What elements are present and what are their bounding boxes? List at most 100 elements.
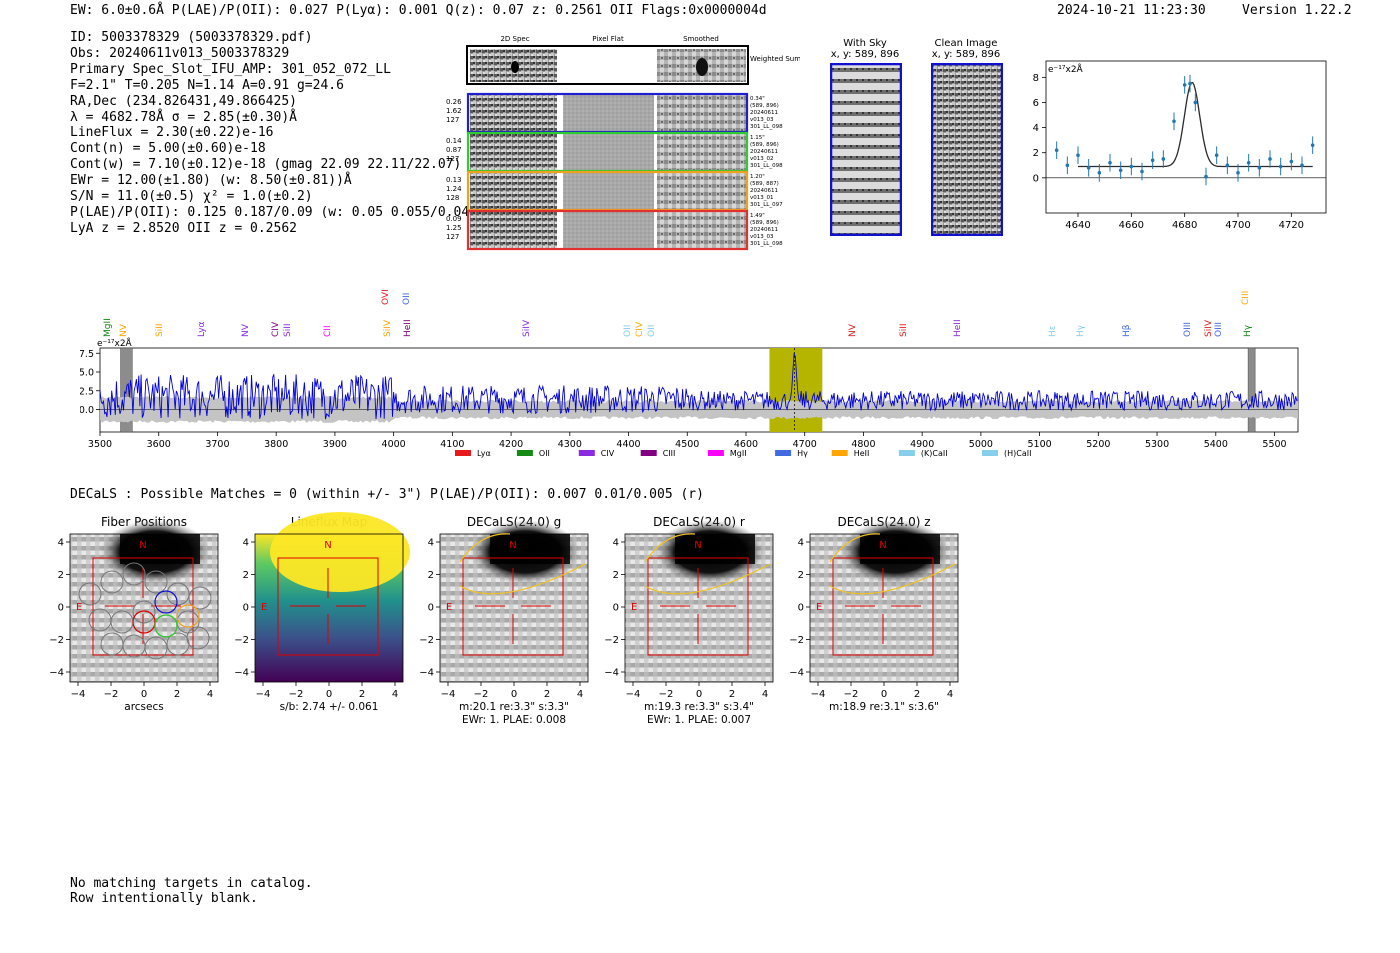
- cutout-meta: 20240611: [750, 149, 778, 155]
- thumb-y-tick-label: −2: [234, 635, 249, 646]
- info-plae: P(LAE)/P(OII): 0.125 0.187/0.09 (w: 0.05…: [70, 204, 485, 220]
- fit-data-point: [1086, 165, 1091, 170]
- cutout-pixelflat: [563, 211, 654, 249]
- cutout-stat: 0.13: [446, 176, 462, 184]
- thumb-x-tick-label: −2: [289, 689, 304, 700]
- cutout-meta: 0.34": [750, 96, 765, 102]
- thumb-x-tick-label: 4: [762, 689, 768, 700]
- compass-east: E: [446, 602, 452, 613]
- fit-data-point: [1246, 160, 1251, 165]
- compass-east: E: [631, 602, 637, 613]
- thumb-x-tick-label: −4: [811, 689, 826, 700]
- fiber-circle: [166, 582, 190, 606]
- info-sn: S/N = 11.0(±0.5) χ² = 1.0(±0.2): [70, 189, 313, 205]
- thumb-x-tick-label: 2: [544, 689, 550, 700]
- compass-east: E: [261, 602, 267, 613]
- cutout-frame: [466, 209, 749, 251]
- fit-y-tick-label: 2: [1033, 148, 1039, 159]
- line-fit-chart: e⁻¹⁷x2Å 4640 4660 4680 4700 4720 0 2 4 6 8: [1033, 60, 1327, 231]
- spectral-line-label: OII: [623, 325, 633, 337]
- timestamp: 2024-10-21 11:23:30: [1057, 3, 1206, 18]
- spectral-line-label: SiII: [283, 323, 293, 337]
- cutout-meta: v013_03: [750, 117, 774, 123]
- thumb-x-tick-label: 2: [914, 689, 920, 700]
- thumb-y-tick-label: −2: [604, 635, 619, 646]
- legend-swatch: [578, 450, 595, 456]
- thumb-x-tick-label: 0: [141, 689, 147, 700]
- thumb-y-tick-label: 4: [798, 538, 804, 549]
- legend-swatch: [775, 450, 792, 456]
- thumbnail-caption: m:20.1 re:3.3" s:3.3": [459, 701, 569, 713]
- legend-label: CIV: [601, 449, 615, 458]
- compass-north: N: [694, 540, 701, 551]
- info-id: ID: 5003378329 (5003378329.pdf): [70, 30, 313, 45]
- cutout-stat: 127: [446, 116, 459, 124]
- fit-data-point: [1118, 168, 1123, 173]
- version-label: Version 1.22.2: [1242, 3, 1352, 18]
- legend-item: CIV: [578, 449, 615, 458]
- fiber-highlight: [154, 614, 178, 638]
- cutout-meta: 301_LL_098: [750, 124, 783, 130]
- thumb-x-tick-label: −4: [256, 689, 271, 700]
- legend-swatch: [455, 450, 471, 456]
- cutout-meta: (589, 887): [750, 181, 779, 187]
- spectrum-x-tick-label: 4700: [793, 439, 817, 450]
- cutout-stat: 1.24: [446, 185, 462, 193]
- clean-image: [931, 63, 1003, 236]
- compass-east: E: [76, 602, 82, 613]
- cutout-meta: (589, 896): [750, 220, 779, 226]
- legend-label: (H)CaII: [1004, 449, 1031, 458]
- info-lineflux: LineFlux = 2.30(±0.22)e-16: [70, 125, 274, 141]
- spectrum-masked-band: [1247, 347, 1256, 433]
- thumbnail-caption: arcsecs: [124, 701, 163, 713]
- fiber-circle: [100, 570, 124, 594]
- spectrum-y-tick-label: 5.0: [80, 368, 94, 379]
- cutout-stat: 0.87: [446, 146, 462, 154]
- bright-source-core: [860, 534, 940, 564]
- thumb-x-tick-label: −2: [474, 689, 489, 700]
- cutout-meta: v013_01: [750, 195, 774, 201]
- spectrum-x-tick-label: 4600: [734, 439, 758, 450]
- compass-north: N: [139, 540, 146, 551]
- lineflux-peak: [270, 512, 410, 592]
- ellipse-aperture: [459, 563, 586, 595]
- cutout-stat: 0.26: [446, 98, 462, 106]
- clean-image-title: Clean Image x, y: 589, 896: [931, 38, 1001, 60]
- cutout-meta: 1.20": [750, 174, 765, 180]
- fiber-circle: [122, 562, 146, 586]
- ellipse-aperture: [829, 533, 881, 563]
- spectrum-x-tick-label: 4300: [558, 439, 582, 450]
- fit-data-point: [1129, 164, 1134, 169]
- fit-data-point: [1310, 143, 1315, 147]
- spectral-line-label: OIII: [1183, 322, 1193, 337]
- thumb-x-tick-label: 4: [392, 689, 398, 700]
- legend-item: MgII: [707, 449, 747, 458]
- thumb-x-tick-label: 2: [359, 689, 365, 700]
- cutout-meta: 1.49": [750, 213, 765, 219]
- fit-data-point: [1300, 163, 1304, 168]
- thumb-y-tick-label: 0: [58, 603, 64, 614]
- fit-x-tick-label: 4700: [1225, 220, 1250, 231]
- info-wavelength: λ = 4682.78Å σ = 2.85(±0.30)Å: [70, 109, 297, 125]
- thumb-x-tick-label: −2: [844, 689, 859, 700]
- info-cont-n: Cont(n) = 5.00(±0.60)e-18: [70, 141, 266, 157]
- thumb-x-tick-label: −4: [441, 689, 456, 700]
- compass-east: E: [816, 602, 822, 613]
- thumb-y-tick-label: −4: [604, 668, 619, 679]
- fit-data-point: [1097, 171, 1102, 175]
- legend-label: Hγ: [797, 449, 808, 458]
- spectral-line-label: CIV: [271, 321, 281, 337]
- fiber-highlight: [154, 590, 178, 614]
- spectrum-y-tick-label: 0.0: [80, 405, 94, 416]
- spectrum-x-tick-label: 3800: [264, 439, 288, 450]
- legend-swatch: [982, 450, 998, 456]
- thumb-y-tick-label: 2: [798, 570, 804, 581]
- fiber-circle: [78, 582, 102, 606]
- thumb-x-tick-label: 0: [881, 689, 887, 700]
- cutout-stat: 1.62: [446, 107, 462, 115]
- thumb-y-tick-label: −4: [234, 668, 249, 679]
- fit-data-point: [1140, 169, 1144, 174]
- spectral-line-label: Hγ: [1243, 324, 1253, 337]
- thumbnail-caption-2: EWr: 1. PLAE: 0.008: [462, 714, 566, 725]
